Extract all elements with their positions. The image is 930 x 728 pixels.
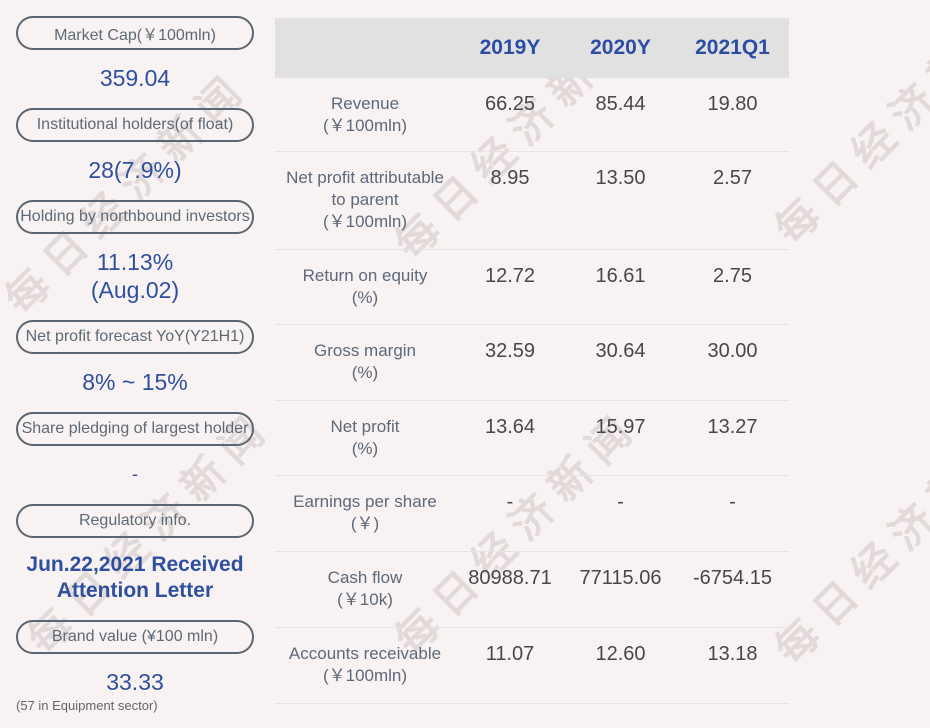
stat-pill-brand-value: Brand value (¥100 mln) <box>16 620 254 654</box>
cell-value: 2.75 <box>713 265 752 287</box>
row-name: Accounts receivable <box>288 644 442 663</box>
cell-value: 30.64 <box>595 340 646 362</box>
row-unit: (￥100mln) <box>322 666 408 685</box>
cell-value: - <box>506 491 514 513</box>
stat-net-profit-forecast: Net profit forecast YoY(Y21H1) 8% ~ 15% <box>16 320 254 396</box>
row-label: Net profit (%) <box>275 416 455 460</box>
row-name: Return on equity <box>302 266 428 285</box>
row-name: Net profit <box>330 417 400 436</box>
cell-value: 30.00 <box>707 340 758 362</box>
row-label: Net profit attributable to parent (￥100m… <box>275 167 455 233</box>
row-name: Net profit attributable to parent <box>286 168 444 209</box>
table-row-accounts-receivable: Accounts receivable (￥100mln) 11.07 12.6… <box>275 628 789 704</box>
cell-value: 80988.71 <box>468 567 552 589</box>
stat-institutional-holders: Institutional holders(of float) 28(7.9%) <box>16 108 254 184</box>
stat-label: Holding by northbound investors <box>20 208 250 225</box>
row-name: Earnings per share <box>293 492 437 511</box>
stat-pill-net-profit-forecast: Net profit forecast YoY(Y21H1) <box>16 320 254 354</box>
cell-value: 19.80 <box>707 93 758 115</box>
row-name: Revenue <box>330 94 400 113</box>
cell-value: 13.27 <box>707 416 758 438</box>
cell-value: 13.64 <box>484 416 536 438</box>
cell-value: 12.72 <box>484 265 536 287</box>
stat-label: Market Cap(￥100mln) <box>54 27 216 44</box>
stat-value: 28(7.9%) <box>88 157 182 183</box>
stat-share-pledging: Share pledging of largest holder - <box>16 412 254 488</box>
row-unit: (%) <box>351 288 379 307</box>
row-name: Cash flow <box>327 568 403 587</box>
stat-pill-regulatory-info: Regulatory info. <box>16 504 254 538</box>
stat-value: - <box>132 464 138 484</box>
header-2019y: 2019Y <box>479 36 541 59</box>
row-label: Accounts receivable (￥100mln) <box>275 643 455 687</box>
cell-value: 32.59 <box>484 340 536 362</box>
cell-value: -6754.15 <box>693 567 772 589</box>
cell-value: 15.97 <box>595 416 646 438</box>
row-unit: (￥) <box>350 514 380 533</box>
header-2020y: 2020Y <box>590 36 651 59</box>
stat-value: Jun.22,2021 Received Attention Letter <box>26 553 244 602</box>
stat-label: Net profit forecast YoY(Y21H1) <box>25 328 245 345</box>
row-label: Return on equity (%) <box>275 265 455 309</box>
stat-value: 33.33 <box>106 669 164 695</box>
stat-caption: (57 in Equipment sector) <box>16 698 158 713</box>
stat-value-line2: (Aug.02) <box>90 277 180 303</box>
stat-pill-share-pledging: Share pledging of largest holder <box>16 412 254 446</box>
table-row-net-profit-parent: Net profit attributable to parent (￥100m… <box>275 152 789 250</box>
row-label: Earnings per share (￥) <box>275 491 455 535</box>
header-2021q1: 2021Q1 <box>695 36 770 59</box>
row-unit: (%) <box>351 363 379 382</box>
stat-market-cap: Market Cap(￥100mln) 359.04 <box>16 16 254 92</box>
cell-value: 8.95 <box>490 167 530 189</box>
cell-value: 77115.06 <box>579 567 662 589</box>
table-header: 2019Y 2020Y 2021Q1 <box>275 18 789 78</box>
left-stats-panel: Market Cap(￥100mln) 359.04 Institutional… <box>16 16 254 728</box>
table-row-gross-margin: Gross margin (%) 32.59 30.64 30.00 <box>275 325 789 401</box>
stat-label: Regulatory info. <box>78 512 192 529</box>
stat-brand-value: Brand value (¥100 mln) 33.33 (57 in Equi… <box>16 620 254 714</box>
cell-value: 66.25 <box>484 93 536 115</box>
stat-label: Brand value (¥100 mln) <box>51 628 219 645</box>
financial-table: 2019Y 2020Y 2021Q1 Revenue (￥100mln) 66.… <box>275 18 789 704</box>
stat-pill-northbound-holding: Holding by northbound investors <box>16 200 254 234</box>
stat-value: 359.04 <box>99 65 171 91</box>
table-row-earnings-per-share: Earnings per share (￥) - - - <box>275 476 789 552</box>
row-unit: (￥100mln) <box>322 116 408 135</box>
cell-value: 13.50 <box>595 167 646 189</box>
table-row-cash-flow: Cash flow (￥10k) 80988.71 77115.06 -6754… <box>275 552 789 628</box>
cell-value: 16.61 <box>595 265 646 287</box>
cell-value: 11.07 <box>485 643 535 665</box>
stat-pill-market-cap: Market Cap(￥100mln) <box>16 16 254 50</box>
stat-pill-institutional-holders: Institutional holders(of float) <box>16 108 254 142</box>
cell-value: - <box>617 491 624 513</box>
row-unit: (￥100mln) <box>322 212 408 231</box>
stat-value-line1: 11.13% <box>96 249 174 275</box>
table-row-net-profit: Net profit (%) 13.64 15.97 13.27 <box>275 401 789 476</box>
cell-value: 13.18 <box>707 643 758 665</box>
cell-value: 85.44 <box>595 93 646 115</box>
stat-label: Share pledging of largest holder <box>21 420 249 437</box>
cell-value: - <box>729 491 736 513</box>
row-label: Gross margin (%) <box>275 340 455 384</box>
stat-value: 11.13% (Aug.02) <box>16 248 254 304</box>
table-row-revenue: Revenue (￥100mln) 66.25 85.44 19.80 <box>275 78 789 152</box>
cell-value: 2.57 <box>713 167 752 189</box>
row-label: Revenue (￥100mln) <box>275 93 455 137</box>
cell-value: 12.60 <box>595 643 646 665</box>
row-unit: (￥10k) <box>337 590 393 609</box>
row-name: Gross margin <box>313 341 417 360</box>
stat-regulatory-info: Regulatory info. Jun.22,2021 Received At… <box>16 504 254 604</box>
stat-value: 8% ~ 15% <box>82 369 188 395</box>
stat-northbound-holding: Holding by northbound investors 11.13% (… <box>16 200 254 304</box>
row-unit: (%) <box>351 439 379 458</box>
stat-label: Institutional holders(of float) <box>36 116 234 133</box>
table-row-return-on-equity: Return on equity (%) 12.72 16.61 2.75 <box>275 250 789 325</box>
row-label: Cash flow (￥10k) <box>275 567 455 611</box>
